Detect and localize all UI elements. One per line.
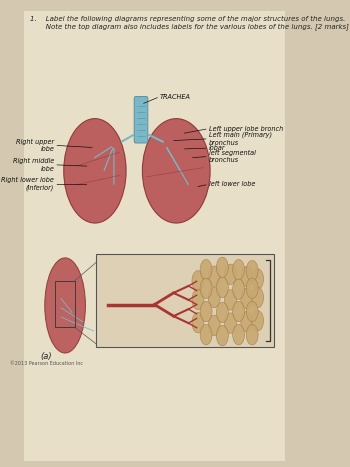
Circle shape [208,266,220,286]
Text: left lower lobe: left lower lobe [209,181,255,187]
Circle shape [200,278,212,298]
Circle shape [241,267,253,287]
Circle shape [224,264,237,284]
Circle shape [246,261,258,281]
Text: Left main (Primary)
bronchus: Left main (Primary) bronchus [209,132,272,146]
Ellipse shape [45,258,85,353]
Circle shape [200,260,212,280]
Circle shape [246,325,258,345]
Circle shape [233,279,245,299]
Text: Right lower lobe
(Inferior): Right lower lobe (Inferior) [1,177,54,191]
Circle shape [216,257,228,277]
Circle shape [252,269,264,289]
Text: Right middle
lobe: Right middle lobe [13,158,54,171]
FancyBboxPatch shape [134,97,148,143]
Circle shape [200,325,212,345]
Text: 1.    Label the following diagrams representing some of the major structures of : 1. Label the following diagrams represen… [30,16,345,22]
Text: left segmental
bronchus: left segmental bronchus [209,149,256,163]
Circle shape [246,278,258,298]
Ellipse shape [142,119,210,223]
Circle shape [233,325,245,345]
Text: TRACHEA: TRACHEA [160,93,191,99]
Circle shape [233,301,245,322]
Bar [55,281,75,327]
Text: ©2013 Pearson Education Inc: ©2013 Pearson Education Inc [9,361,83,366]
Circle shape [224,313,237,333]
Circle shape [241,288,253,309]
Bar [96,255,274,347]
Circle shape [252,311,264,331]
Text: Note the top diagram also includes labels for the various lobes of the lungs. [2: Note the top diagram also includes label… [30,23,349,30]
Circle shape [246,301,258,322]
Circle shape [216,325,228,346]
Circle shape [192,312,204,333]
Circle shape [241,311,253,332]
Circle shape [233,260,245,280]
Ellipse shape [64,119,126,223]
Text: lobar: lobar [209,145,225,151]
Text: (a): (a) [40,352,52,361]
Circle shape [208,315,220,336]
Circle shape [224,290,237,310]
Circle shape [208,287,220,308]
Circle shape [252,287,264,308]
Circle shape [192,289,204,310]
Circle shape [200,301,212,322]
Circle shape [216,302,228,323]
Circle shape [216,277,228,297]
Text: Right upper
lobe: Right upper lobe [16,139,54,152]
Text: Left upper lobe bronch: Left upper lobe bronch [209,126,283,132]
Circle shape [192,271,204,291]
